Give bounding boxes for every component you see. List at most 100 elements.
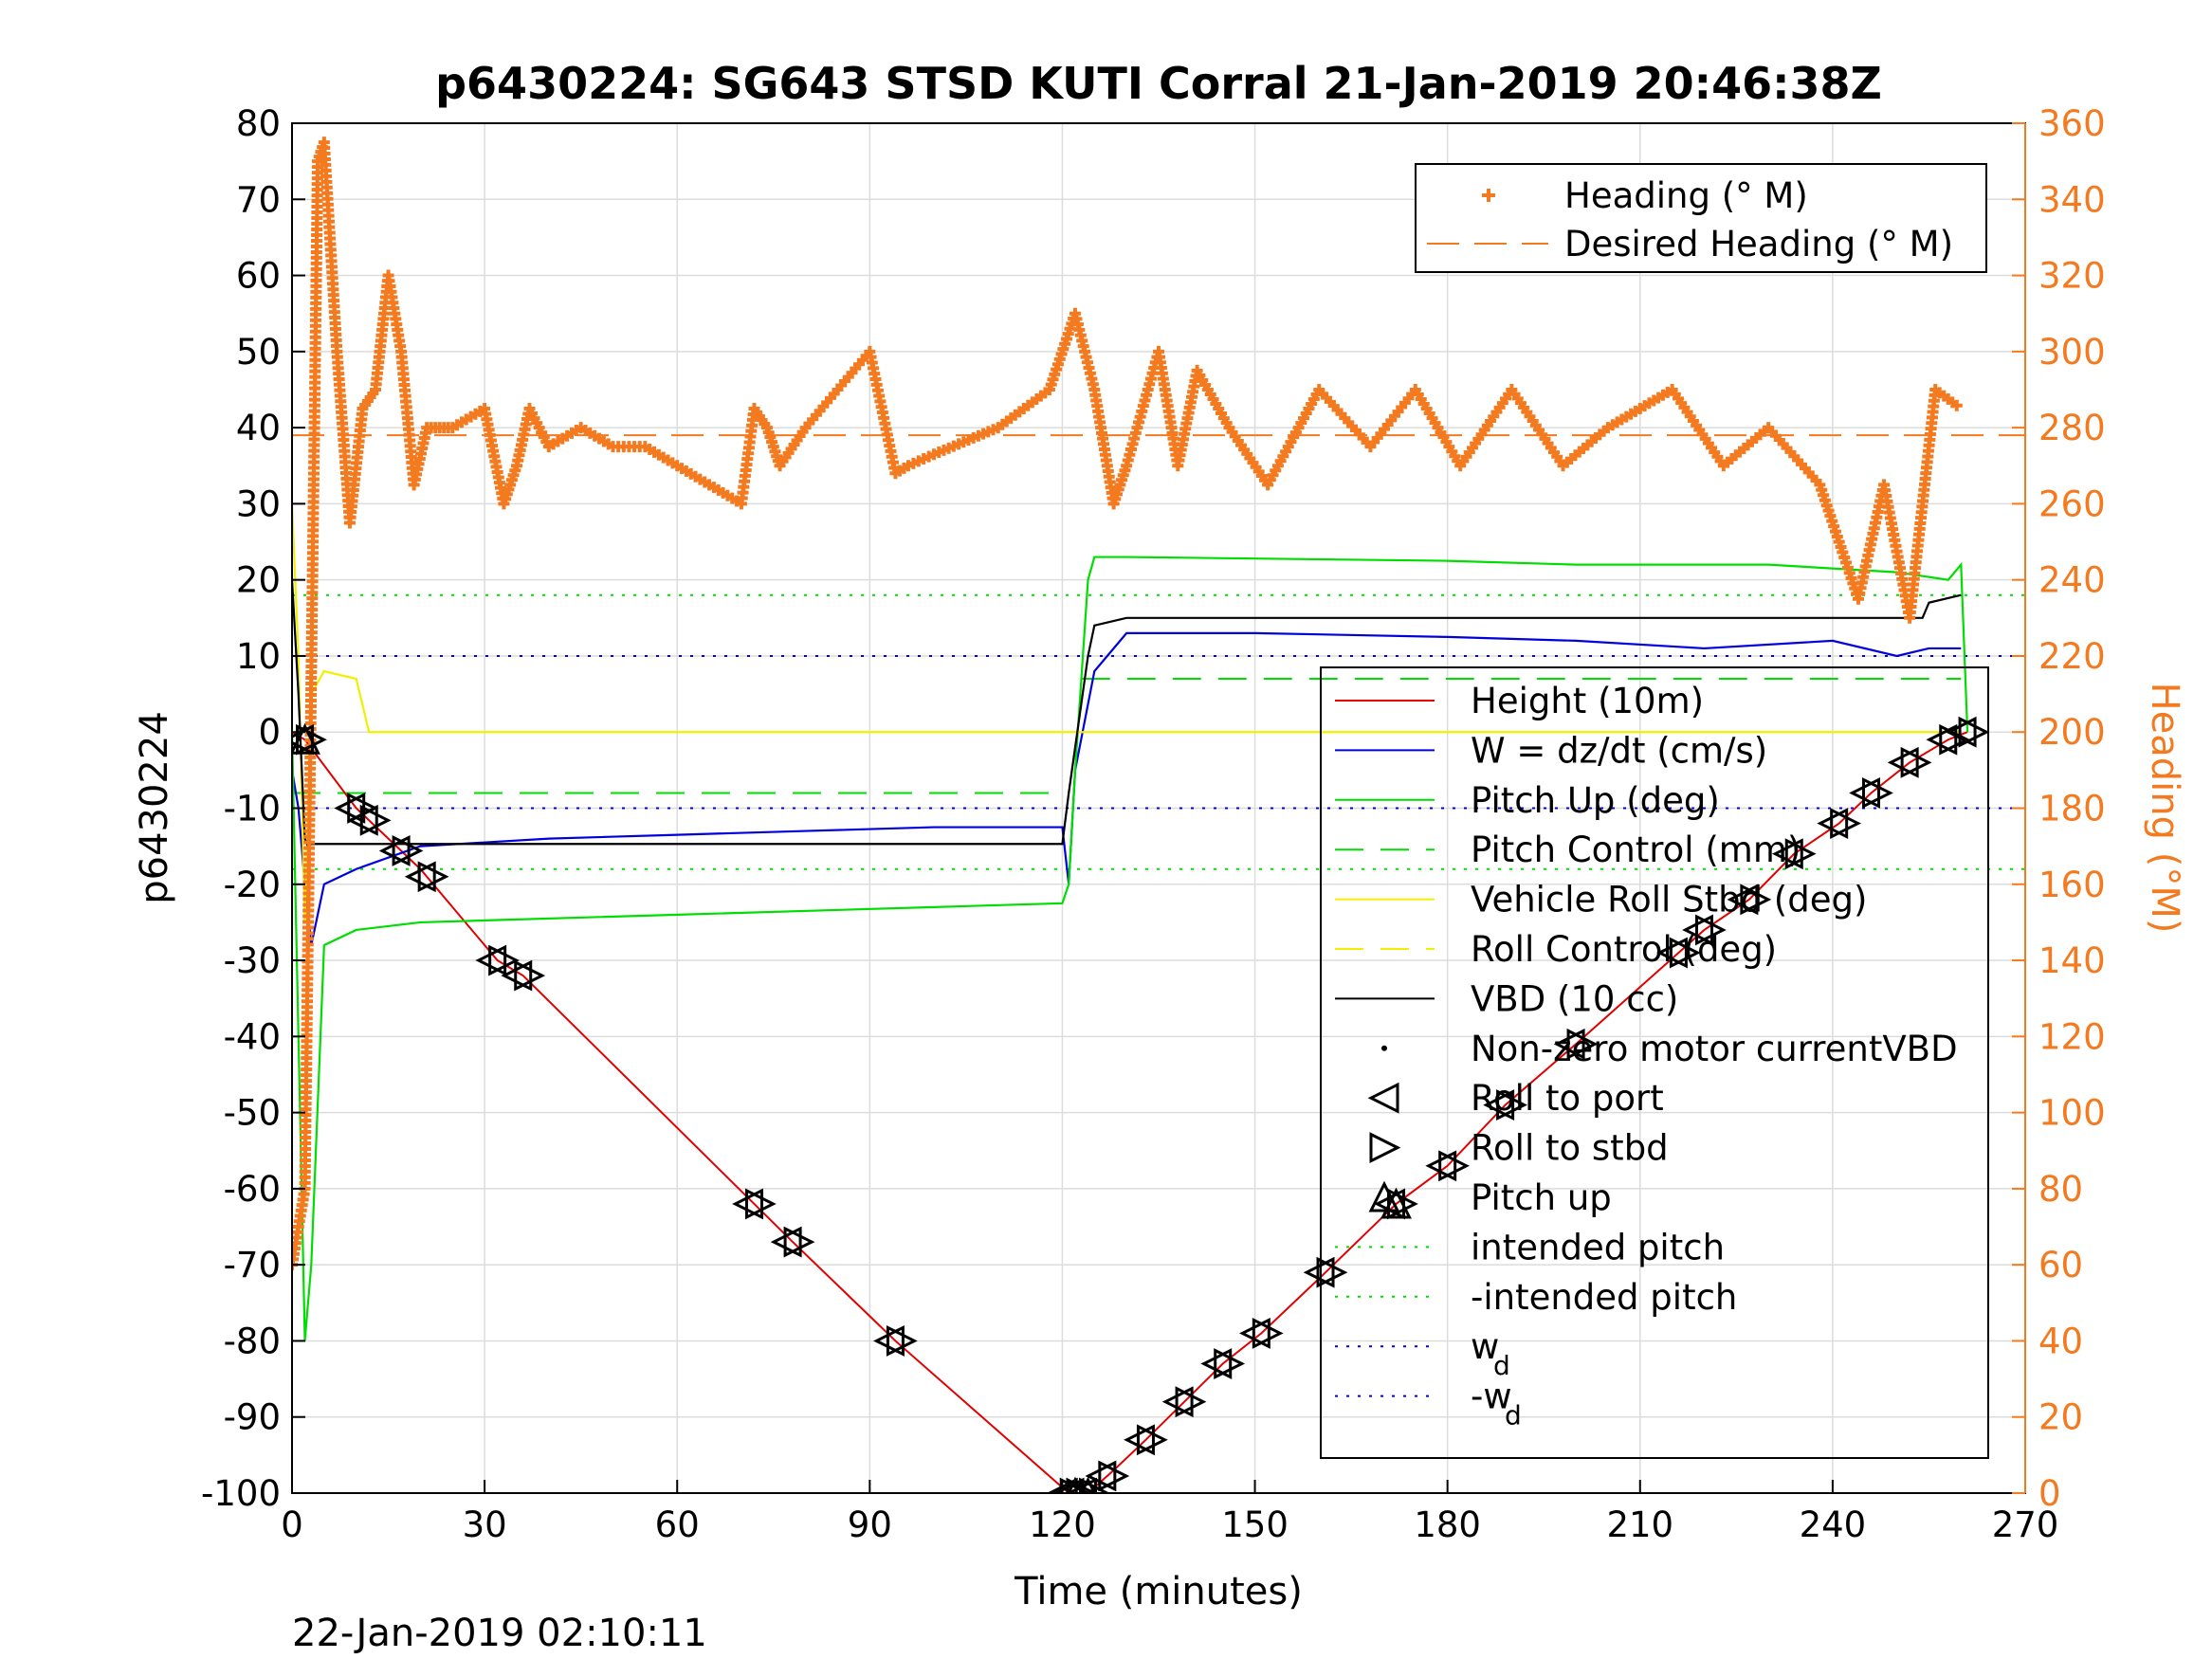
roll-port-marker xyxy=(1817,808,1849,839)
x-tick-label: 90 xyxy=(848,1504,892,1545)
footer-timestamp: 22-Jan-2019 02:10:11 xyxy=(292,1612,707,1655)
y2-tick-label: 140 xyxy=(2038,940,2106,981)
legend-plus-icon xyxy=(1482,189,1495,202)
roll-stbd-marker xyxy=(417,861,449,893)
y-axis-label: p6430224 xyxy=(133,711,176,904)
x-tick-label: 150 xyxy=(1221,1504,1289,1545)
roll-port-marker xyxy=(770,1226,802,1258)
roll-port-marker xyxy=(1849,777,1881,809)
legend-subscript: d xyxy=(1493,1350,1510,1381)
legend-label: VBD (10 cc) xyxy=(1471,978,1678,1019)
roll-stbd-marker xyxy=(1136,1424,1168,1456)
y-axis-right: 3603403203002802602402202001801601401201… xyxy=(2012,103,2106,1514)
legend-dot-icon xyxy=(1381,1045,1387,1051)
y-tick-label: -30 xyxy=(224,940,281,981)
roll-stbd-marker xyxy=(1566,1028,1599,1060)
roll-stbd-marker xyxy=(1740,884,1772,916)
legend-label: intended pitch xyxy=(1471,1227,1725,1267)
y2-tick-label: 60 xyxy=(2038,1245,2083,1285)
y2-tick-label: 340 xyxy=(2038,179,2106,220)
y-tick-label: -40 xyxy=(224,1016,281,1057)
roll-stbd-marker xyxy=(1214,1348,1246,1379)
roll-port-marker xyxy=(404,861,436,893)
roll-stbd-marker xyxy=(1862,777,1893,809)
y-tick-label: 40 xyxy=(236,408,281,448)
y-tick-label: 80 xyxy=(236,103,281,144)
pitch-up-marker xyxy=(1368,1180,1400,1212)
y2-tick-label: 160 xyxy=(2038,865,2106,905)
legend-main-box xyxy=(1320,666,1989,1459)
roll-port-marker xyxy=(1085,1460,1117,1492)
x-tick-label: 240 xyxy=(1800,1504,1867,1545)
series-line xyxy=(292,631,1962,946)
y2-tick-label: 0 xyxy=(2038,1473,2061,1514)
y2-tick-label: 20 xyxy=(2038,1397,2083,1438)
roll-port-marker xyxy=(1727,884,1759,916)
roll-port-marker xyxy=(1200,1348,1233,1379)
y-tick-label: 10 xyxy=(236,636,281,677)
roll-port-marker xyxy=(1124,1424,1155,1456)
y2-tick-label: 360 xyxy=(2038,103,2106,144)
x-tick-label: 180 xyxy=(1414,1504,1481,1545)
roll-stbd-marker xyxy=(1175,1386,1207,1418)
y2-tick-label: 120 xyxy=(2038,1016,2106,1057)
y-tick-label: -20 xyxy=(224,865,281,905)
y-tick-label: 50 xyxy=(236,332,281,373)
legend-label: W = dz/dt (cm/s) xyxy=(1471,730,1767,771)
pitch-up-marker xyxy=(292,722,320,755)
legend-label: Height (10m) xyxy=(1471,681,1704,721)
x-axis: 0 30 60 90 120 150 180 210 240 270 xyxy=(281,1480,2058,1545)
roll-port-marker xyxy=(873,1325,905,1357)
y2-tick-label: 180 xyxy=(2038,789,2106,830)
roll-stbd-marker xyxy=(1079,1477,1110,1493)
y-tick-label: 20 xyxy=(236,560,281,601)
y2-tick-label: 40 xyxy=(2038,1321,2083,1361)
x-tick-label: 60 xyxy=(655,1504,700,1545)
legend-subscript: d xyxy=(1505,1400,1522,1431)
legend-label: Heading (° M) xyxy=(1564,175,1808,216)
roll-stbd-marker xyxy=(1098,1460,1130,1492)
roll-port-marker xyxy=(1052,1477,1085,1493)
roll-stbd-marker xyxy=(783,1226,815,1258)
roll-port-marker xyxy=(732,1188,763,1220)
roll-stbd-marker xyxy=(514,959,546,992)
roll-stbd-marker xyxy=(1669,937,1701,969)
roll-port-marker xyxy=(1682,914,1713,946)
roll-port-marker xyxy=(1926,723,1958,756)
x-tick-label: 120 xyxy=(1029,1504,1096,1545)
markers-group xyxy=(292,716,1990,1493)
roll-stbd-marker xyxy=(1316,1256,1348,1288)
x-axis-label: Time (minutes) xyxy=(1014,1570,1303,1613)
roll-stbd-marker xyxy=(1958,716,1990,748)
heading-point xyxy=(1950,399,1963,411)
roll-port-marker xyxy=(1066,1477,1098,1493)
y2-tick-label: 80 xyxy=(2038,1169,2083,1210)
x-tick-label: 270 xyxy=(1992,1504,2059,1545)
roll-stbd-marker xyxy=(744,1188,777,1220)
y2-tick-label: 240 xyxy=(2038,560,2106,601)
x-tick-label: 0 xyxy=(281,1504,303,1545)
x-tick-label: 210 xyxy=(1606,1504,1673,1545)
roll-port-marker xyxy=(1161,1386,1194,1418)
roll-port-marker xyxy=(1771,838,1803,870)
y-tick-label: -90 xyxy=(224,1397,281,1438)
legend-label: Desired Heading (° M) xyxy=(1564,224,1953,264)
reference-lines xyxy=(292,434,2025,870)
roll-port-marker xyxy=(1367,1082,1399,1114)
chart-title: p6430224: SG643 STSD KUTI Corral 21-Jan-… xyxy=(435,58,1882,109)
y2-tick-label: 260 xyxy=(2038,483,2106,524)
pitch-up-marker xyxy=(1380,1187,1412,1219)
y-tick-label: -60 xyxy=(224,1169,281,1210)
roll-stbd-marker xyxy=(1252,1317,1284,1349)
legend-label: Roll to port xyxy=(1471,1078,1664,1119)
y-tick-label: 30 xyxy=(236,483,281,524)
legend-label: Non-zero motor currentVBD xyxy=(1471,1029,1958,1069)
y2-tick-label: 220 xyxy=(2038,636,2106,677)
roll-port-marker xyxy=(378,835,411,866)
legend-label: Vehicle Roll Stbd (deg) xyxy=(1471,880,1867,921)
roll-port-marker xyxy=(1553,1028,1585,1060)
roll-stbd-marker xyxy=(1369,1132,1401,1164)
y2-tick-label: 300 xyxy=(2038,332,2106,373)
roll-port-marker xyxy=(1238,1317,1271,1349)
y2-axis-label: Heading (°M) xyxy=(2143,683,2186,934)
